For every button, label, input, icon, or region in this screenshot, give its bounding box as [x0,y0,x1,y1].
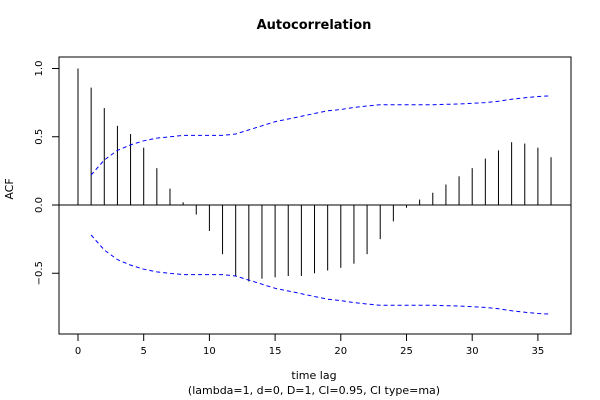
ci-upper-line [90,95,552,176]
plot-frame [58,56,572,335]
x-tick-label: 10 [203,346,216,357]
y-tick-label: −0.5 [34,261,45,285]
x-tick-label: 15 [269,346,282,357]
x-axis-label: time lag [291,369,336,382]
ci-lower-line [90,234,552,315]
x-tick-label: 35 [532,346,545,357]
x-tick-label: 5 [141,346,147,357]
x-tick-label: 20 [334,346,347,357]
x-tick-label: 0 [75,346,81,357]
y-axis-label: ACF [3,178,16,199]
chart-title: Autocorrelation [257,18,372,33]
x-tick-label: 25 [400,346,413,357]
y-tick-label: 0.0 [34,197,45,213]
x-tick-label: 30 [466,346,479,357]
y-tick-label: 1.0 [34,61,45,77]
y-tick-label: 0.5 [34,129,45,145]
chart-subtitle: (lambda=1, d=0, D=1, CI=0.95, CI type=ma… [188,384,440,397]
